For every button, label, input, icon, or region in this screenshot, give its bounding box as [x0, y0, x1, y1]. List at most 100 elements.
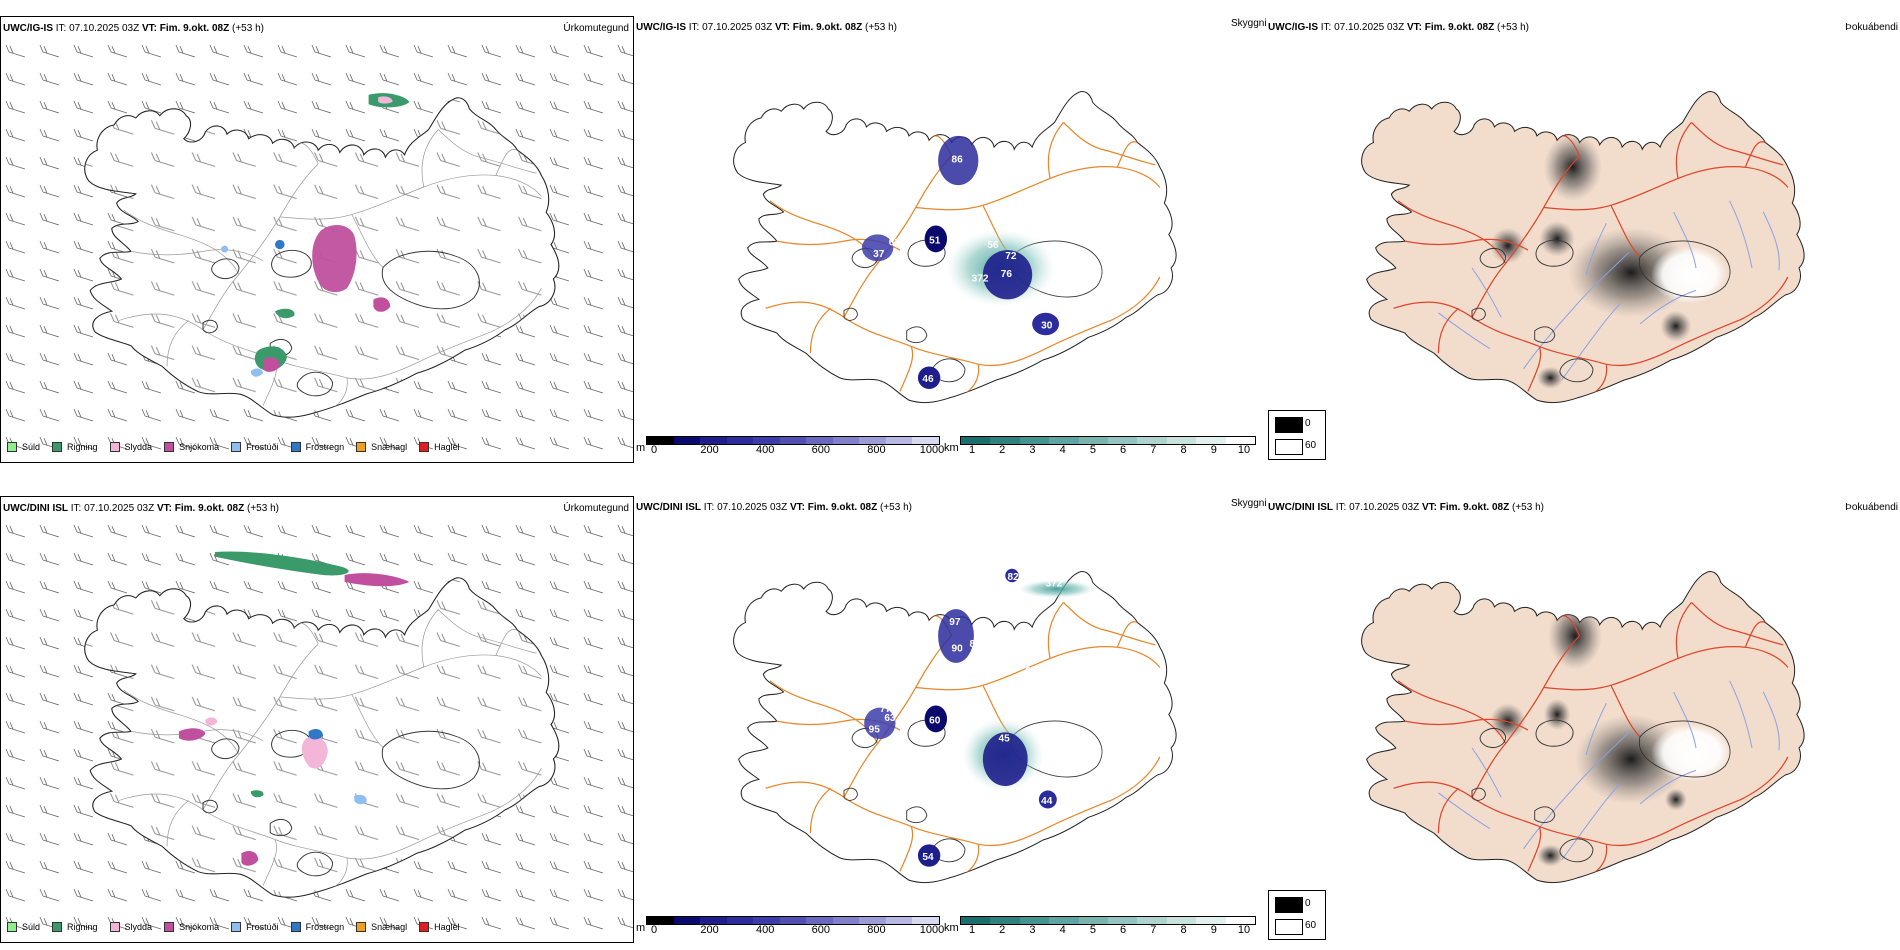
- ceiling-blob: [917, 366, 941, 389]
- sleet-patch: [301, 736, 328, 769]
- colorbar-cell: [859, 917, 886, 924]
- colorbar-cell: [1019, 917, 1050, 924]
- legend-swatch: [109, 922, 120, 932]
- colorbar-cell: [990, 437, 1020, 444]
- colorbar-tick-label: 8: [1180, 924, 1187, 936]
- colorbar-cell: [700, 917, 727, 924]
- fog-panel-bottom: UWC/DINI ISL IT: 07.10.2025 03Z VT: Fim.…: [1268, 496, 1900, 943]
- colorbar-cell: [885, 437, 913, 444]
- ceiling-label: 372: [972, 273, 989, 284]
- colorbar-tick-label: 800: [867, 444, 886, 456]
- colorbar-cell: [806, 437, 833, 444]
- colorbar-cell: [1019, 437, 1050, 444]
- colorbar-cell: [1166, 437, 1197, 444]
- precip-panel-name: Úrkomutegund: [563, 503, 629, 514]
- legend-swatch: [290, 922, 301, 932]
- colorbar-tick-label: 5: [1089, 444, 1096, 456]
- colorbar-cell: [647, 917, 674, 924]
- precip-panel-title: UWC/DINI ISL IT: 07.10.2025 03Z VT: Fim.…: [3, 503, 279, 514]
- visibility-colorbar: km 1 2 3 4 5 6 7 8 9 10: [944, 916, 1256, 936]
- colorbar-tick-label: 2: [999, 444, 1006, 456]
- colorbar-tick-label: 600: [811, 924, 830, 936]
- colorbar-tick-label: 9: [1210, 924, 1217, 936]
- ceiling-label: 51: [929, 235, 941, 246]
- fog-legend-swatch: [1275, 417, 1303, 433]
- ceiling-label: 82: [1008, 572, 1020, 583]
- precip-panel-top: UWC/IG-IS IT: 07.10.2025 03Z VT: Fim. 9.…: [0, 16, 634, 463]
- legend-item: Snjókoma: [164, 442, 219, 452]
- ceiling-label: 56: [987, 240, 999, 251]
- ceiling-label: 90: [952, 644, 964, 655]
- ceiling-blob: [938, 135, 979, 186]
- legend-item: Slydda: [109, 922, 152, 932]
- visibility-map: 86 99 51 56 72 372 76 37 63 30 46 37 74: [733, 90, 1177, 404]
- ceiling-label: 76: [1001, 269, 1013, 280]
- colorbar-tick-label: 1000: [919, 924, 945, 936]
- fog-panel-top: UWC/IG-IS IT: 07.10.2025 03Z VT: Fim. 9.…: [1268, 16, 1900, 463]
- visibility-colorbar-cells: [960, 436, 1256, 445]
- precip-panel-bottom: UWC/DINI ISL IT: 07.10.2025 03Z VT: Fim.…: [0, 496, 634, 943]
- ceiling-label: 86: [952, 155, 964, 166]
- ceiling-blob: [982, 250, 1033, 300]
- snow-patch: [179, 728, 206, 741]
- ceiling-label: 60: [929, 715, 941, 726]
- colorbar-cell: [961, 437, 991, 444]
- ceiling-label: 30: [1041, 320, 1053, 331]
- legend-swatch: [356, 442, 367, 452]
- colorbar-tick-label: 10: [1237, 924, 1251, 936]
- drizzle-patch: [251, 368, 263, 377]
- colorbar-tick-label: 3: [1029, 444, 1036, 456]
- precip-map: [1, 519, 633, 939]
- colorbar-cell: [1049, 917, 1079, 924]
- ceiling-label: 95: [869, 724, 881, 735]
- colorbar-cell: [779, 437, 807, 444]
- colorbar-cell: [912, 437, 940, 444]
- ceiling-label: 77: [974, 715, 986, 726]
- visibility-panel-title: UWC/DINI ISL IT: 07.10.2025 03Z VT: Fim.…: [636, 502, 912, 513]
- fog-panel-title: UWC/IG-IS IT: 07.10.2025 03Z VT: Fim. 9.…: [1268, 22, 1529, 33]
- visibility-colorbar-unit: km: [944, 922, 959, 934]
- legend-swatch: [7, 922, 17, 932]
- colorbar-cell: [753, 437, 780, 444]
- ceiling-label: 97: [1025, 666, 1037, 677]
- precip-panel-name: Úrkomutegund: [563, 23, 629, 34]
- ceiling-colorbar-unit: m: [636, 442, 646, 454]
- ceiling-label: 54: [922, 852, 934, 863]
- legend-item: Haglél: [419, 922, 460, 932]
- visibility-colorbar-unit: km: [944, 442, 959, 454]
- colorbar-cell: [806, 917, 833, 924]
- colorbar-tick-label: 1: [968, 444, 976, 456]
- colorbar-cell: [859, 437, 886, 444]
- colorbar-tick-label: 4: [1059, 924, 1066, 936]
- ceiling-label: 63: [884, 713, 896, 724]
- colorbar-cell: [1225, 917, 1256, 924]
- colorbar-tick-label: 600: [811, 444, 830, 456]
- fog-legend-label: 0: [1305, 418, 1311, 429]
- colorbar-cell: [779, 917, 807, 924]
- legend-swatch: [356, 922, 367, 932]
- colorbar-cell: [726, 917, 754, 924]
- ceiling-blob: [982, 732, 1028, 787]
- colorbar-cell: [1225, 437, 1256, 444]
- snow-patch: [344, 573, 410, 587]
- legend-item: Frostúði: [231, 922, 279, 932]
- ceiling-label: 97: [949, 617, 961, 628]
- colorbar-cell: [1137, 917, 1167, 924]
- colorbar-tick-label: 9: [1210, 444, 1217, 456]
- colorbar-tick-label: 400: [756, 444, 775, 456]
- fog-panel-title: UWC/DINI ISL IT: 07.10.2025 03Z VT: Fim.…: [1268, 502, 1544, 513]
- visibility-panel-top: UWC/IG-IS IT: 07.10.2025 03Z VT: Fim. 9.…: [636, 16, 1267, 463]
- rain-patch: [275, 308, 295, 319]
- fog-legend: 0 60: [1268, 410, 1326, 460]
- colorbar-cell: [832, 917, 860, 924]
- colorbar-tick-label: 1000: [919, 444, 945, 456]
- ceiling-blob: [1032, 312, 1060, 336]
- colorbar-cell: [1196, 917, 1226, 924]
- colorbar-tick-label: 10: [1237, 444, 1251, 456]
- legend-item: Frostúði: [231, 442, 279, 452]
- legend-swatch: [231, 922, 242, 932]
- colorbar-cell: [1049, 437, 1079, 444]
- colorbar-cell: [647, 437, 674, 444]
- fog-panel-name: Þokuábendi: [1845, 502, 1898, 513]
- colorbar-cell: [961, 917, 991, 924]
